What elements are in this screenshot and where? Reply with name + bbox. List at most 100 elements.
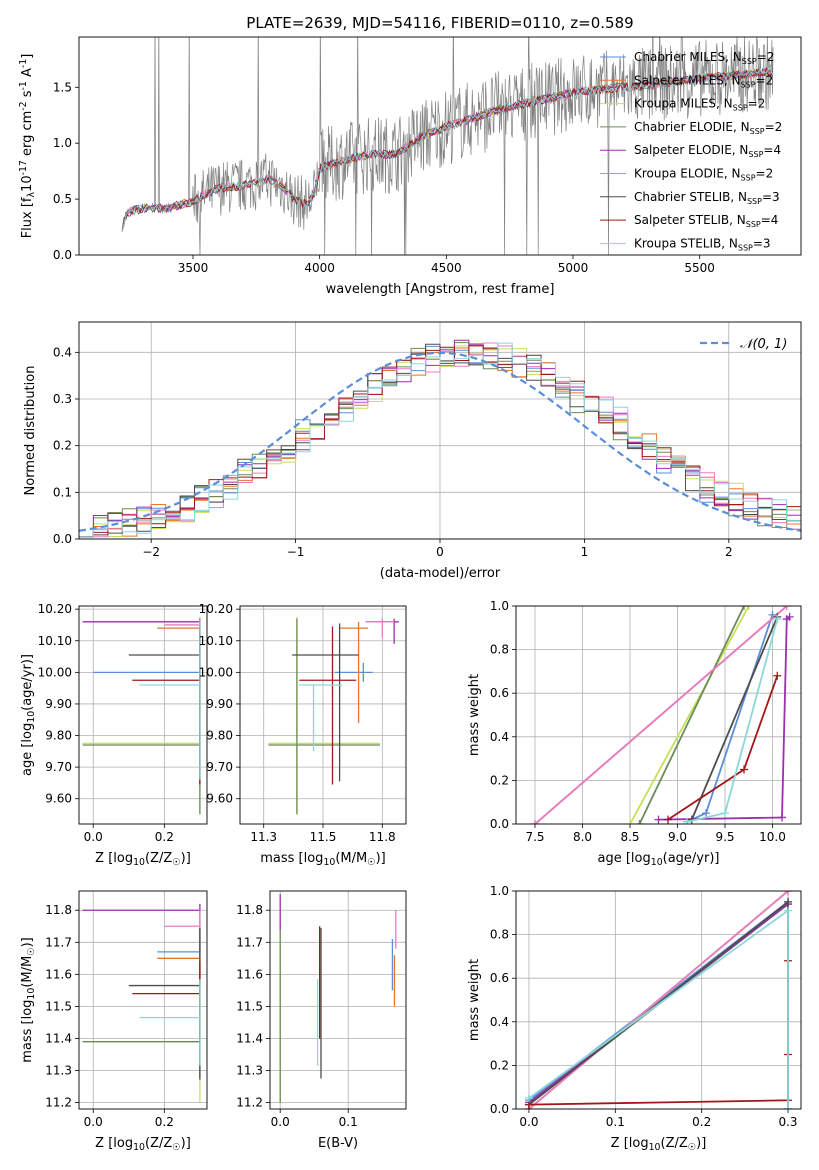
x-axis-label: age [log10(age/yr)] (598, 851, 720, 868)
x-tick-label: 0.2 (155, 1115, 174, 1129)
legend-nssp: =4 (763, 143, 781, 157)
x-tick-label: 9.5 (715, 830, 734, 844)
x-tick-label: 0 (436, 545, 444, 559)
label-part: mass [log (260, 851, 323, 866)
y-tick-label: 0.6 (490, 686, 509, 700)
x-axis-label: (data-model)/error (380, 566, 501, 581)
y-tick-label: 11.7 (236, 935, 263, 949)
legend-sub: SSP (746, 220, 761, 229)
y-axis-label: Normed distribution (23, 366, 38, 496)
point-5 (164, 910, 201, 949)
weight-marker (784, 906, 793, 915)
y-tick-label: 9.90 (206, 697, 233, 711)
point-2 (82, 617, 201, 813)
label-part: ☉ (172, 1142, 180, 1153)
x-axis-label: E(B-V) (318, 1136, 358, 1151)
point-8 (139, 621, 201, 780)
point-2 (82, 929, 201, 1103)
panel-age_vs_Z: 0.0 0.2 9.60 9.70 9.80 9.90 10.00 10.10 10.20 Z [… (20, 602, 208, 868)
axes-frame (78, 321, 802, 540)
y-tick-label: 1.0 (490, 599, 509, 613)
y-tick-label: 10.20 (38, 602, 72, 616)
y-tick-label: 9.80 (206, 729, 233, 743)
weight-marker (721, 809, 729, 818)
axes-frame (269, 890, 407, 1110)
label-part: 10 (133, 1142, 145, 1153)
label-part: (Z/Z (661, 1136, 688, 1151)
grid (79, 606, 207, 824)
weight-line-5 (534, 606, 788, 824)
spectrum-legend: Chabrier MILES, NSSP=2 Salpeter MILES, NS… (600, 50, 782, 252)
axes-frame (515, 890, 802, 1110)
panel-mass_vs_EBV: 0.0 0.1 11.2 11.3 11.4 11.5 11.6 11.7 11.8 E(B-V) (236, 890, 407, 1151)
y-tick-label: 11.6 (236, 967, 263, 981)
weight-marker (740, 765, 748, 774)
legend-name: Kroupa ELODIE, N (634, 167, 741, 181)
axes-frame (78, 890, 208, 1110)
y-tick-label: 11.2 (45, 1096, 72, 1110)
y-tick-label: 1.0 (53, 136, 72, 150)
x-tick-label: 0.2 (155, 830, 174, 844)
y-tick-label: 9.60 (206, 792, 233, 806)
legend-nssp: =2 (756, 167, 774, 181)
label-part: λ (26, 191, 37, 197)
plot-area (524, 891, 793, 1109)
legend-name: Chabrier STELIB, N (634, 190, 747, 204)
histogram-7 (79, 345, 801, 538)
y-tick-label: 10.20 (199, 602, 233, 616)
y-axis-label: mass weight (467, 674, 482, 756)
label-part: (M/M (335, 851, 367, 866)
label-part: )] (181, 1136, 191, 1151)
legend-sub: SSP (741, 80, 756, 89)
grid (516, 605, 801, 825)
y-tick-label: 10.00 (199, 665, 233, 679)
weight-line-4 (658, 616, 791, 821)
y-tick-label: 10.10 (199, 634, 233, 648)
y-tick-label: 9.90 (45, 697, 72, 711)
residual-legend: 𝒩(0, 1) (700, 337, 787, 352)
label-part: ] (20, 54, 35, 59)
model-spectrum-8 (121, 67, 773, 232)
label-part: -2 (18, 101, 29, 110)
weight-marker (778, 813, 786, 822)
weight-marker (626, 820, 634, 824)
y-axis-label: mass weight (467, 959, 482, 1041)
legend-entry: Salpeter MILES, NSSP=2 (634, 73, 773, 89)
legend-name: Kroupa STELIB, N (634, 236, 738, 250)
x-axis-label: Z [log10(Z/Z☉)] (95, 851, 191, 868)
x-tick-label: 7.5 (525, 830, 544, 844)
legend-sub: SSP (748, 150, 763, 159)
legend-sub: SSP (733, 104, 748, 113)
x-tick-label: 4000 (304, 261, 335, 275)
label-part: 10 (133, 857, 145, 868)
label-part: ☉ (172, 857, 180, 868)
axes-frame (515, 605, 802, 825)
point-4 (82, 618, 201, 780)
figure-title: PLATE=2639, MJD=54116, FIBERID=0110, z=0… (246, 14, 633, 32)
y-tick-label: 0.0 (490, 817, 509, 831)
y-tick-label: 11.3 (236, 1064, 263, 1078)
weight-marker (702, 809, 710, 818)
label-part: Z [log (95, 1136, 133, 1151)
label-part: Normed distribution (23, 366, 38, 496)
weight-marker (784, 897, 793, 906)
label-part: wavelength [Angstrom, rest frame] (326, 282, 555, 297)
axes-frame (78, 36, 802, 256)
panel-mass_weight_vs_age: 7.5 8.0 8.5 9.0 9.5 10.0 0.0 0.2 0.4 0.6 0.8 1.0 age… (467, 599, 802, 868)
x-tick-label: 8.0 (573, 830, 592, 844)
x-tick-label: −2 (142, 545, 160, 559)
point-5 (365, 618, 395, 638)
label-part: s (20, 90, 35, 101)
y-tick-label: 0.0 (53, 532, 72, 546)
label-part: (Z/Z (145, 1136, 172, 1151)
model-spectrum-7 (121, 66, 773, 232)
label-part: (age/yr)] (20, 654, 35, 711)
x-tick-label: 0.0 (519, 1115, 538, 1129)
legend-entry: Chabrier MILES, NSSP=2 (634, 50, 774, 66)
weight-line-3 (638, 606, 745, 824)
label-part: A (20, 68, 35, 81)
histogram-8 (79, 342, 801, 538)
model-spectrum-3 (121, 66, 773, 232)
y-tick-label: 11.5 (236, 999, 263, 1013)
label-part: ☉ (26, 947, 37, 955)
